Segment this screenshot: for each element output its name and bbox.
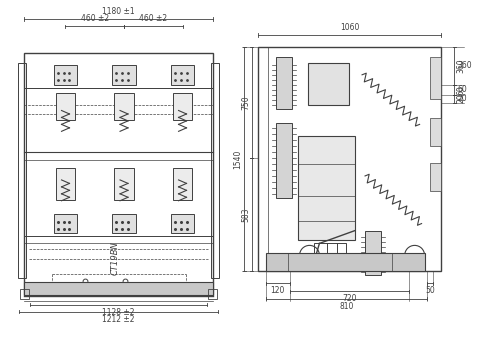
Bar <box>429 118 441 146</box>
Bar <box>208 289 217 299</box>
Text: 50: 50 <box>425 286 435 295</box>
Text: 20: 20 <box>457 94 467 103</box>
Text: 360: 360 <box>457 61 472 70</box>
Bar <box>54 214 78 234</box>
Bar <box>266 253 424 271</box>
Bar <box>112 65 136 85</box>
Bar <box>170 65 194 85</box>
Bar <box>24 53 213 295</box>
Text: 60: 60 <box>457 85 467 94</box>
Bar <box>56 168 76 200</box>
Text: 20: 20 <box>456 94 465 103</box>
Text: 1128 ±2: 1128 ±2 <box>102 308 135 317</box>
Text: 60: 60 <box>456 85 465 94</box>
Bar <box>276 123 292 198</box>
Bar <box>172 168 192 200</box>
Bar <box>365 231 381 275</box>
Bar <box>429 163 441 191</box>
Bar <box>18 63 26 278</box>
Bar <box>112 214 136 234</box>
Polygon shape <box>310 67 347 85</box>
Text: CT19BN: CT19BN <box>111 241 120 275</box>
Text: 360: 360 <box>456 58 465 73</box>
Text: 720: 720 <box>342 294 356 303</box>
Bar <box>258 47 441 271</box>
Bar <box>20 289 29 299</box>
Text: 460 ±2: 460 ±2 <box>81 14 109 23</box>
Text: 1060: 1060 <box>340 23 359 32</box>
Bar <box>308 63 349 105</box>
Bar <box>114 168 134 200</box>
Bar <box>54 65 78 85</box>
Bar <box>172 93 192 120</box>
Bar <box>298 136 355 240</box>
Bar <box>211 63 219 278</box>
Text: 1540: 1540 <box>233 149 242 169</box>
Bar <box>114 93 134 120</box>
Text: 810: 810 <box>339 302 353 311</box>
Text: 750: 750 <box>241 95 250 110</box>
Text: 1212 ±2: 1212 ±2 <box>102 315 135 324</box>
Text: 1180 ±1: 1180 ±1 <box>102 7 135 16</box>
Bar <box>429 57 441 98</box>
Text: 460 ±2: 460 ±2 <box>139 14 167 23</box>
Bar <box>24 282 213 295</box>
Text: 583: 583 <box>241 207 250 222</box>
Bar <box>315 244 346 257</box>
Bar <box>170 214 194 234</box>
Bar <box>276 57 292 108</box>
Text: 120: 120 <box>270 286 285 295</box>
Bar <box>56 93 76 120</box>
